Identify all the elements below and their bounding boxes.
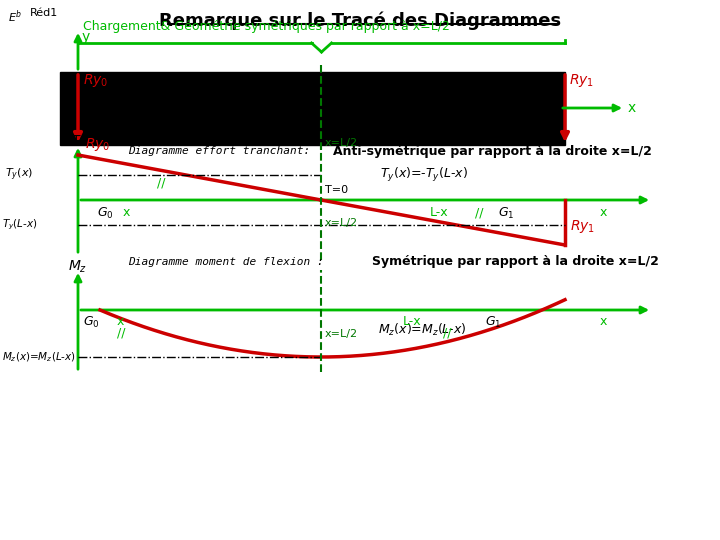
Text: x=L/2: x=L/2 <box>325 218 358 228</box>
Text: T=0: T=0 <box>325 185 348 195</box>
Text: $E^b$: $E^b$ <box>8 8 22 25</box>
Text: x=L/2: x=L/2 <box>325 138 358 148</box>
Text: $G_1$: $G_1$ <box>485 315 501 330</box>
Bar <box>60 72 565 145</box>
Text: $G_0$: $G_0$ <box>83 315 99 330</box>
Text: Remarque sur le Tracé des Diagrammes: Remarque sur le Tracé des Diagrammes <box>159 12 561 30</box>
Text: $T_y(x)$: $T_y(x)$ <box>5 167 33 183</box>
Text: $Ry_1$: $Ry_1$ <box>569 72 594 89</box>
Text: $T_y(L$-$x)$: $T_y(L$-$x)$ <box>2 218 37 232</box>
Text: Chargement& Géométrie symétriques par rapport à x=L/2: Chargement& Géométrie symétriques par ra… <box>83 20 450 33</box>
Text: x: x <box>117 315 125 328</box>
Text: $G_1$: $G_1$ <box>498 206 514 221</box>
Text: Diagramme effort tranchant:: Diagramme effort tranchant: <box>128 146 310 156</box>
Text: Anti-symétrique par rapport à la droite x=L/2: Anti-symétrique par rapport à la droite … <box>333 145 652 158</box>
Text: x: x <box>628 101 636 115</box>
Text: x: x <box>600 206 608 219</box>
Text: T: T <box>72 134 81 148</box>
Text: Réd1: Réd1 <box>30 8 58 18</box>
Text: $Ry_1$: $Ry_1$ <box>570 218 595 235</box>
Text: $G_0$: $G_0$ <box>97 206 114 221</box>
Text: Symétrique par rapport à la droite x=L/2: Symétrique par rapport à la droite x=L/2 <box>372 255 659 268</box>
Text: x: x <box>123 206 130 219</box>
Text: x: x <box>600 315 608 328</box>
Text: Diagramme moment de flexion :: Diagramme moment de flexion : <box>128 257 324 267</box>
Text: //: // <box>157 177 166 190</box>
Text: $M_z$: $M_z$ <box>68 259 87 275</box>
Text: x=L/2: x=L/2 <box>325 329 358 339</box>
Text: L-x: L-x <box>430 206 449 219</box>
Text: y: y <box>82 30 90 44</box>
Text: //: // <box>443 326 451 339</box>
Text: $Ry_0$: $Ry_0$ <box>83 72 108 89</box>
Text: $T_y(x)$=-$T_y(L$-$x)$: $T_y(x)$=-$T_y(L$-$x)$ <box>380 166 468 184</box>
Text: //: // <box>117 326 125 339</box>
Text: $Ry_0$: $Ry_0$ <box>85 136 110 153</box>
Text: $M_z(x)$=$M_z(L$-$x)$: $M_z(x)$=$M_z(L$-$x)$ <box>2 350 76 364</box>
Text: L-x: L-x <box>403 315 422 328</box>
Text: $M_z(x)$=$M_z(L$-$x)$: $M_z(x)$=$M_z(L$-$x)$ <box>378 322 467 338</box>
Text: //: // <box>475 206 484 219</box>
